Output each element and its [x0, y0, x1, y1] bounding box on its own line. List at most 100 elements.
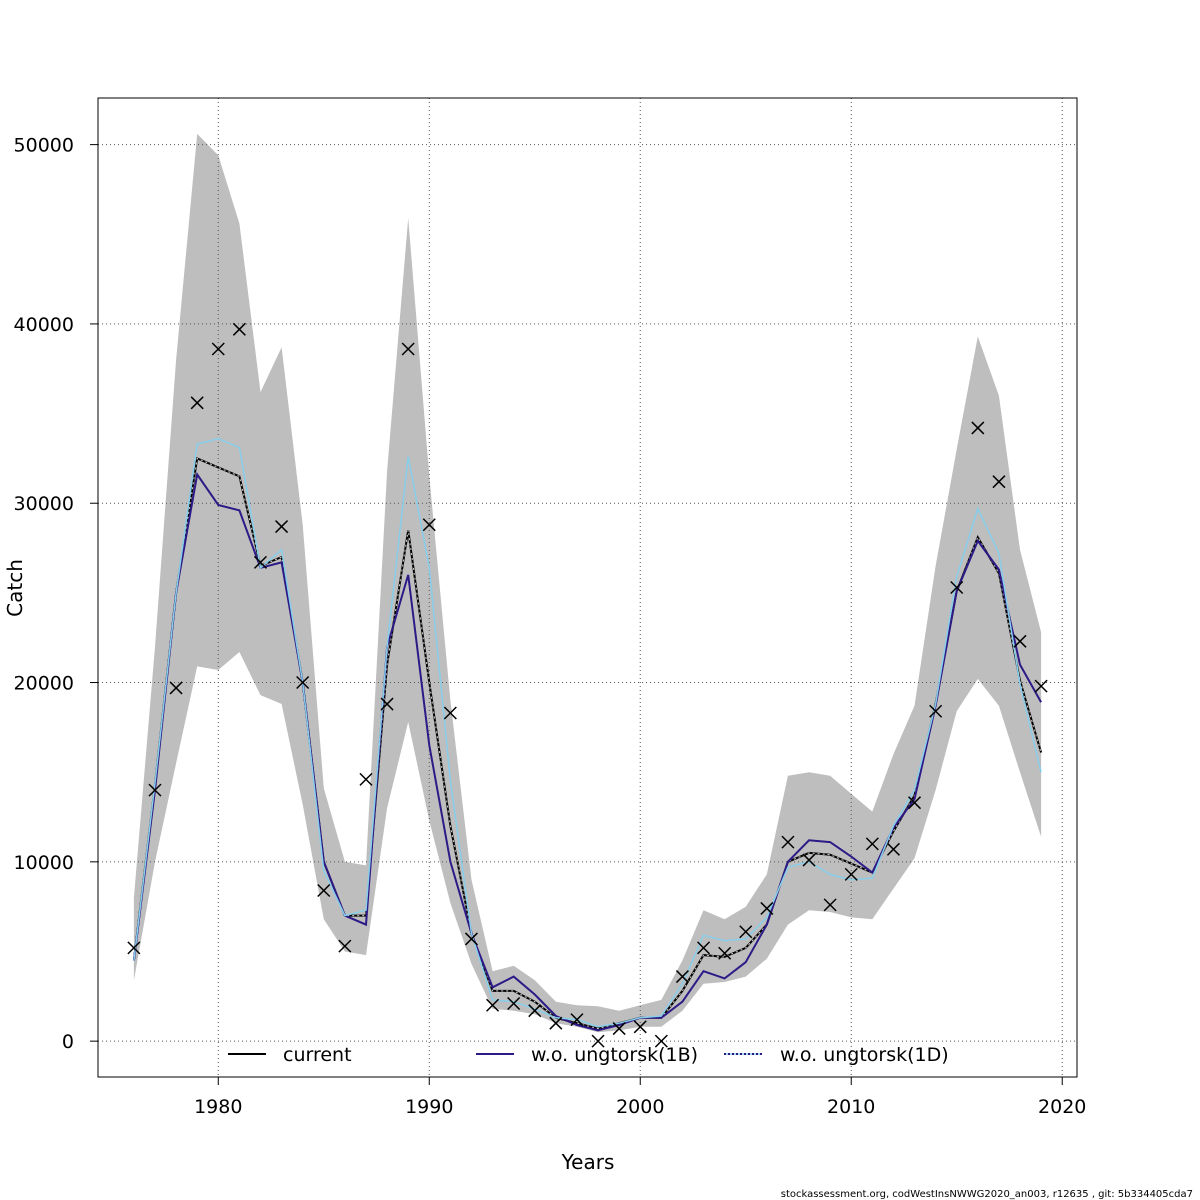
observed-point	[633, 1020, 647, 1034]
observed-point	[549, 1016, 563, 1030]
observed-point-stroke-b	[654, 1034, 668, 1048]
observed-point-stroke-b	[591, 1034, 605, 1048]
observed-point-stroke-b	[549, 1016, 563, 1030]
x-axis-title: Years	[561, 1150, 615, 1174]
observed-point-stroke-b	[971, 421, 985, 435]
y-tick-label-50000: 50000	[14, 135, 74, 157]
legend-label-ung1B: w.o. ungtorsk(1B)	[531, 1044, 698, 1066]
y-axis-title: Catch	[3, 559, 27, 617]
observed-point	[169, 681, 183, 695]
series-layer	[132, 437, 1043, 1032]
observed-point-stroke-b	[570, 1013, 584, 1027]
observed-point	[190, 396, 204, 410]
observed-point	[718, 946, 732, 960]
axis-layer: 1980 1990 2000 2010 2020 0 10000 20000 30000 4000…	[14, 135, 1087, 1118]
observed-point-stroke-b	[1034, 679, 1048, 693]
observed-point-stroke-b	[908, 796, 922, 810]
observed-point-stroke-b	[486, 998, 500, 1012]
observed-point	[486, 998, 500, 1012]
observed-point	[253, 555, 267, 569]
series-line-current-dots	[133, 457, 1042, 1030]
observed-point-stroke-b	[317, 883, 331, 898]
observed-point-stroke-b	[401, 342, 415, 356]
observed-point	[844, 867, 858, 881]
observed-point	[802, 853, 816, 867]
observed-point	[781, 835, 795, 849]
observed-point	[570, 1013, 584, 1027]
x-tick-label-2020: 2020	[1038, 1096, 1086, 1118]
observed-points-layer	[127, 322, 1048, 1048]
observed-point	[317, 883, 331, 898]
observed-point	[591, 1034, 605, 1048]
observed-point	[929, 704, 943, 718]
observed-point-stroke-b	[760, 901, 774, 915]
y-tick-label-20000: 20000	[14, 673, 74, 695]
observed-point-stroke-b	[127, 941, 141, 955]
observed-point-stroke-b	[190, 396, 204, 410]
observed-point-stroke-b	[169, 681, 183, 695]
confidence-band	[133, 133, 1042, 1033]
observed-point	[211, 342, 225, 356]
observed-point-stroke-b	[253, 555, 267, 569]
observed-point-stroke-b	[1013, 634, 1027, 648]
observed-point-stroke-b	[802, 853, 816, 867]
plot-frame	[97, 97, 1078, 1078]
observed-point-stroke-b	[464, 932, 478, 946]
observed-point	[338, 939, 352, 953]
observed-point-stroke-b	[844, 867, 858, 881]
observed-point-stroke-b	[148, 783, 162, 797]
observed-point	[148, 783, 162, 797]
series-line-ung1D	[133, 437, 1042, 1028]
observed-point	[359, 772, 373, 786]
observed-point	[507, 996, 521, 1011]
observed-point-stroke-b	[675, 970, 689, 984]
observed-point	[760, 901, 774, 915]
x-tick-label-1990: 1990	[405, 1096, 453, 1118]
observed-point	[886, 842, 900, 856]
observed-point	[739, 925, 753, 939]
observed-point	[296, 676, 310, 690]
observed-point	[232, 322, 246, 336]
observed-point	[127, 941, 141, 955]
observed-point	[443, 706, 457, 720]
observed-point-stroke-b	[886, 842, 900, 856]
observed-point-stroke-b	[296, 676, 310, 690]
observed-point-stroke-b	[612, 1022, 626, 1036]
legend-label-ung1D: w.o. ungtorsk(1D)	[780, 1044, 949, 1066]
x-tick-label-1980: 1980	[194, 1096, 242, 1118]
legend-label-current: current	[283, 1044, 352, 1066]
x-tick-label-2010: 2010	[827, 1096, 875, 1118]
observed-point-stroke-b	[739, 925, 753, 939]
observed-point	[528, 1004, 542, 1018]
observed-point	[697, 941, 711, 955]
observed-point-stroke-b	[823, 898, 837, 912]
observed-point	[971, 421, 985, 435]
observed-point	[612, 1022, 626, 1036]
observed-point	[950, 580, 964, 595]
observed-point	[675, 970, 689, 984]
observed-point-stroke-b	[422, 518, 436, 532]
observed-point-stroke-b	[338, 939, 352, 953]
observed-point	[275, 520, 289, 534]
observed-point-stroke-b	[697, 941, 711, 955]
observed-point	[865, 837, 879, 851]
footer-note: stockassessment.org, codWestInsNWWG2020_…	[781, 1189, 1193, 1200]
observed-point	[823, 898, 837, 912]
observed-point-stroke-b	[781, 835, 795, 849]
observed-point	[654, 1034, 668, 1048]
observed-point-stroke-b	[633, 1020, 647, 1034]
observed-point-stroke-b	[443, 706, 457, 720]
observed-point-stroke-b	[211, 342, 225, 356]
legend: current w.o. ungtorsk(1B) w.o. ungtorsk(…	[228, 1044, 949, 1066]
observed-point-stroke-b	[950, 580, 964, 595]
observed-point	[401, 342, 415, 356]
y-tick-label-0: 0	[62, 1031, 74, 1053]
observed-point-stroke-b	[359, 772, 373, 786]
x-tick-label-2000: 2000	[616, 1096, 664, 1118]
observed-point	[422, 518, 436, 532]
observed-point	[1013, 634, 1027, 648]
observed-point-stroke-b	[507, 996, 521, 1011]
observed-point	[908, 796, 922, 810]
observed-point-stroke-b	[528, 1004, 542, 1018]
